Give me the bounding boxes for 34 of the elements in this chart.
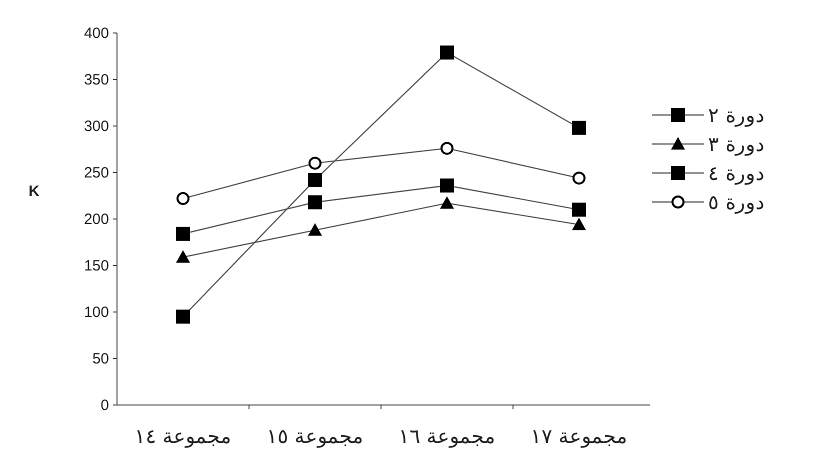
point [176, 250, 190, 263]
legend-label: دورة ٥ [708, 190, 764, 214]
y-tick-label: 0 [100, 397, 109, 414]
legend-label: دورة ٢ [708, 103, 764, 127]
point [308, 223, 322, 236]
x-tick-label: مجموعة ١٥ [266, 424, 364, 448]
legend-label: دورة ٣ [708, 132, 764, 156]
point [176, 226, 190, 241]
x-tick-label: مجموعة ١٦ [398, 424, 496, 448]
x-tick-label: مجموعة ١٧ [530, 424, 628, 448]
point [308, 156, 322, 170]
y-tick-label: 250 [84, 164, 109, 182]
point [308, 195, 322, 210]
y-axis-title: K [28, 183, 40, 200]
y-tick-label: 400 [84, 25, 109, 42]
point [176, 310, 190, 324]
y-tick-label: 100 [84, 304, 109, 321]
point [572, 202, 586, 217]
y-tick-label: 200 [84, 211, 109, 228]
point [572, 218, 586, 230]
point [572, 172, 586, 185]
point [440, 178, 454, 193]
x-tick-label: مجموعة ١٤ [134, 424, 232, 448]
legend-label: دورة ٤ [708, 161, 764, 185]
point [440, 196, 454, 209]
point [572, 120, 586, 135]
point [440, 142, 454, 155]
y-tick-label: 150 [84, 258, 109, 274]
y-tick-label: 350 [84, 72, 109, 88]
y-tick-label: 50 [92, 350, 109, 368]
point [440, 46, 454, 60]
point [176, 192, 190, 206]
point [308, 172, 322, 187]
y-tick-label: 300 [84, 118, 109, 135]
